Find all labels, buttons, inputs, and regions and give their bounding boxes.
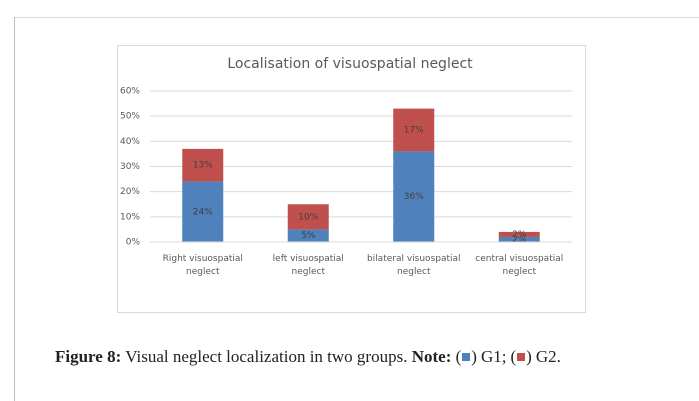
data-label: 5% bbox=[301, 231, 316, 241]
data-label: 10% bbox=[298, 212, 318, 222]
y-tick-label: 50% bbox=[120, 112, 140, 122]
data-label: 36% bbox=[404, 192, 424, 202]
note-text: ( bbox=[455, 347, 462, 366]
x-tick-label: bilateral visuospatial neglect bbox=[367, 254, 461, 277]
note-text: G2 bbox=[535, 347, 557, 366]
data-label: 2% bbox=[512, 230, 527, 240]
note-text: . bbox=[556, 347, 561, 366]
x-tick-label: left visuospatial neglect bbox=[273, 254, 344, 277]
note-text: G1 bbox=[480, 347, 502, 366]
y-tick-label: 30% bbox=[120, 162, 140, 172]
note-text: ) bbox=[526, 347, 532, 366]
y-tick-label: 60% bbox=[120, 87, 140, 97]
legend-swatch bbox=[517, 353, 526, 361]
note-text: ; bbox=[501, 347, 507, 366]
x-tick-line: neglect bbox=[186, 267, 220, 277]
caption: Figure 8: Visual neglect localization in… bbox=[55, 345, 685, 368]
frame-line bbox=[14, 17, 15, 401]
bar-segment bbox=[498, 231, 540, 237]
x-tick-label: central visuospatial neglect bbox=[475, 254, 563, 277]
note-label: Note: bbox=[411, 347, 452, 366]
x-tick-label: Right visuospatial neglect bbox=[163, 254, 243, 277]
x-tick-line: neglect bbox=[397, 267, 431, 277]
x-tick-line: neglect bbox=[503, 267, 537, 277]
frame-line bbox=[14, 17, 699, 18]
x-tick-line: neglect bbox=[292, 267, 326, 277]
legend-swatch bbox=[462, 353, 471, 361]
note-legend: () G1;() G2. bbox=[456, 347, 561, 366]
bar-segment bbox=[182, 148, 224, 182]
chart-title: Localisation of visuospatial neglect bbox=[227, 56, 473, 72]
bar-segment bbox=[287, 204, 329, 230]
note-text: ( bbox=[510, 347, 517, 366]
data-label: 2% bbox=[512, 235, 527, 245]
bar-segment bbox=[393, 108, 435, 152]
figure-label: Figure 8: bbox=[55, 347, 122, 366]
x-tick-line: bilateral visuospatial bbox=[367, 254, 461, 264]
x-tick-line: central visuospatial bbox=[475, 254, 563, 264]
y-tick-label: 10% bbox=[120, 212, 140, 222]
data-label: 13% bbox=[193, 161, 213, 171]
note-text: ) bbox=[471, 347, 477, 366]
y-tick-label: 40% bbox=[120, 137, 140, 147]
bar-segment bbox=[498, 236, 540, 242]
y-tick-label: 20% bbox=[120, 187, 140, 197]
caption-text: Visual neglect localization in two group… bbox=[125, 347, 408, 366]
data-label: 17% bbox=[404, 126, 424, 136]
x-tick-line: left visuospatial bbox=[273, 254, 344, 264]
x-tick-line: Right visuospatial bbox=[163, 254, 243, 264]
bar-segment bbox=[393, 151, 435, 242]
data-label: 24% bbox=[193, 207, 213, 217]
y-tick-label: 0% bbox=[126, 238, 141, 248]
bar-segment bbox=[287, 229, 329, 242]
bar-segment bbox=[182, 181, 224, 242]
